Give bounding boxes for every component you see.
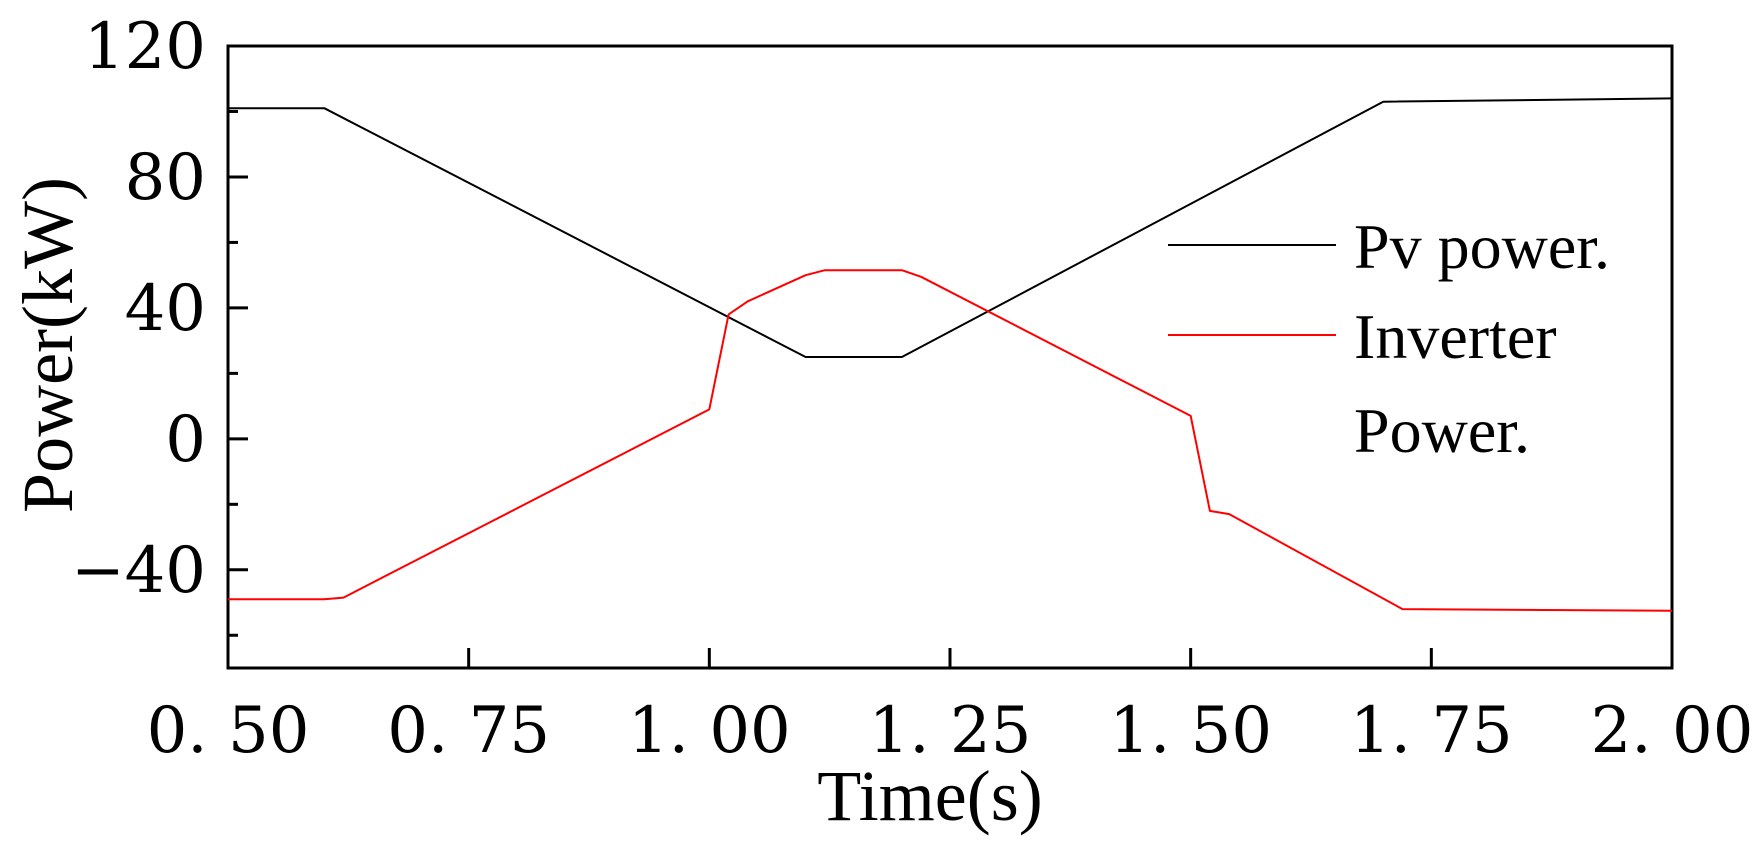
x-tick-label: 1. 00 xyxy=(628,694,791,768)
legend-label-inverter-power-line1: Inverter xyxy=(1354,301,1557,372)
series-layer xyxy=(228,97,1673,612)
y-tick-label: 120 xyxy=(84,10,206,84)
series-line-pv-power xyxy=(228,97,1673,358)
x-tick-label: 0. 50 xyxy=(147,694,310,768)
series-line-inverter-power xyxy=(228,269,1673,612)
legend-label-pv-power: Pv power. xyxy=(1354,211,1610,282)
x-axis-ticks: 0. 50 0. 75 1. 00 1. 25 1. 50 1. 75 2. 00 xyxy=(147,648,1754,768)
legend-label-inverter-power-line2: Power. xyxy=(1354,395,1530,466)
y-axis-ticks: −40 0 40 80 120 xyxy=(71,10,248,637)
y-axis-title: Power(kW) xyxy=(8,177,88,513)
y-tick-label: 80 xyxy=(125,141,206,215)
x-tick-label: 1. 25 xyxy=(869,694,1032,768)
y-tick-label: 40 xyxy=(125,272,206,346)
y-tick-label: −40 xyxy=(71,534,206,608)
y-tick-label: 0 xyxy=(165,403,206,477)
legend: Pv power. Inverter Power. xyxy=(1168,211,1610,466)
x-tick-label: 2. 00 xyxy=(1591,694,1754,768)
x-tick-label: 0. 75 xyxy=(387,694,550,768)
x-axis-title: Time(s) xyxy=(817,756,1042,836)
x-tick-label: 1. 75 xyxy=(1350,694,1513,768)
x-tick-label: 1. 50 xyxy=(1109,694,1272,768)
